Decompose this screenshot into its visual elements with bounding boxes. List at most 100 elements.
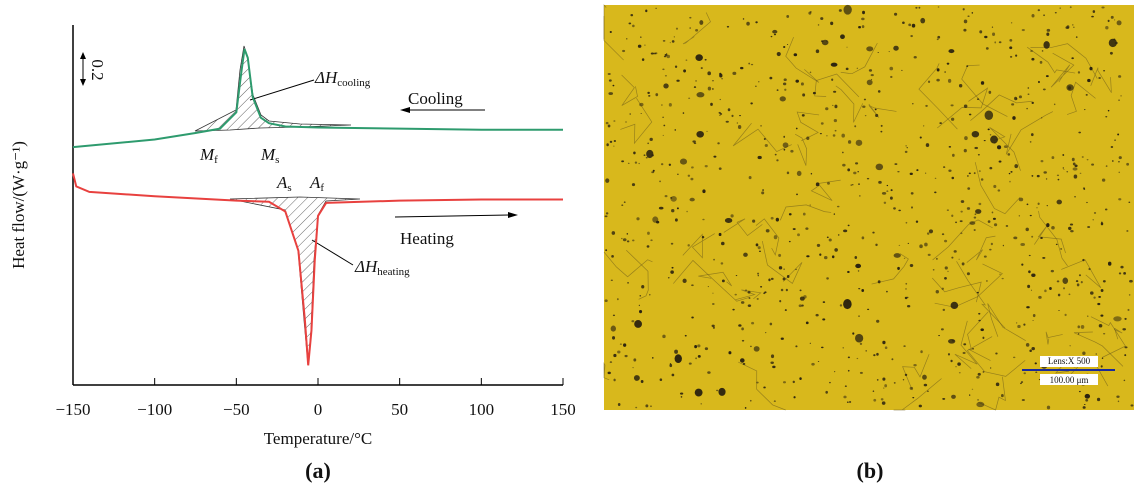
speck — [1129, 294, 1131, 295]
arrow-head — [80, 79, 86, 86]
speck — [635, 407, 637, 409]
speck — [1101, 222, 1103, 225]
speck — [873, 390, 875, 392]
speck — [662, 335, 665, 339]
speck — [963, 8, 965, 10]
speck — [1043, 41, 1049, 49]
speck — [1038, 81, 1040, 83]
speck — [972, 348, 974, 349]
speck — [960, 220, 963, 222]
speck — [816, 182, 820, 186]
speck — [771, 217, 774, 220]
speck — [1047, 29, 1051, 32]
speck — [1041, 117, 1042, 118]
speck — [611, 255, 614, 258]
speck — [979, 203, 982, 205]
speck — [728, 351, 731, 354]
speck — [784, 89, 786, 91]
speck — [1031, 347, 1034, 350]
speck — [1129, 280, 1133, 283]
speck — [1063, 169, 1064, 170]
speck — [692, 140, 695, 142]
speck — [925, 173, 926, 174]
speck — [1118, 401, 1119, 403]
speck — [824, 256, 827, 259]
speck — [1079, 391, 1081, 392]
speck — [947, 63, 950, 65]
speck — [664, 56, 667, 58]
speck — [779, 266, 782, 269]
speck — [905, 374, 908, 376]
speck — [1049, 287, 1052, 290]
speck — [803, 295, 806, 298]
speck — [1022, 29, 1025, 31]
speck — [994, 142, 996, 144]
speck — [1113, 316, 1121, 321]
speck — [680, 159, 687, 165]
speck — [855, 256, 858, 259]
speck — [963, 352, 966, 354]
speck — [867, 178, 869, 180]
speck — [832, 105, 833, 106]
speck — [969, 173, 971, 175]
speck — [695, 389, 703, 397]
speck — [1101, 222, 1102, 223]
speck — [1117, 134, 1119, 136]
speck — [1056, 244, 1058, 245]
speck — [1009, 39, 1012, 42]
speck — [797, 171, 802, 176]
speck — [774, 34, 776, 36]
speck — [627, 282, 629, 283]
speck — [961, 200, 965, 203]
speck — [1031, 58, 1034, 61]
speck — [802, 93, 805, 96]
speck — [897, 267, 900, 270]
speck — [1006, 225, 1009, 227]
speck — [843, 396, 846, 399]
speck — [621, 238, 622, 239]
speck — [890, 197, 893, 200]
speck — [608, 125, 611, 128]
speck — [743, 253, 748, 257]
speck — [857, 171, 858, 172]
speck — [910, 173, 913, 175]
lens-label: Lens:X 500 — [1048, 356, 1091, 366]
speck — [805, 227, 808, 230]
speck — [698, 355, 701, 358]
speck — [764, 138, 766, 140]
speck — [758, 275, 759, 276]
speck — [1101, 6, 1104, 8]
speck — [1097, 303, 1100, 305]
speck — [1062, 278, 1068, 284]
x-tick-label: −50 — [223, 400, 250, 419]
speck — [1028, 270, 1031, 273]
speck — [827, 182, 830, 185]
speck — [1123, 272, 1126, 275]
speck — [793, 381, 795, 384]
speck — [818, 361, 819, 362]
speck — [611, 326, 616, 332]
speck — [963, 343, 966, 345]
speck — [779, 300, 781, 302]
speck — [787, 172, 789, 175]
speck — [661, 163, 663, 165]
speck — [1087, 315, 1088, 317]
speck — [1057, 200, 1062, 205]
speck — [833, 91, 836, 93]
speck — [912, 103, 914, 104]
speck — [908, 23, 911, 26]
speck — [799, 377, 801, 380]
speck — [647, 245, 650, 247]
speck — [982, 337, 984, 339]
speck — [1098, 77, 1101, 79]
speck — [610, 141, 613, 143]
speck — [1117, 20, 1122, 25]
speck — [858, 270, 860, 272]
speck — [606, 212, 609, 214]
speck — [706, 131, 707, 132]
speck — [845, 385, 847, 386]
speck — [882, 341, 885, 344]
speck — [707, 71, 711, 75]
speck — [665, 195, 668, 197]
speck — [840, 34, 845, 39]
